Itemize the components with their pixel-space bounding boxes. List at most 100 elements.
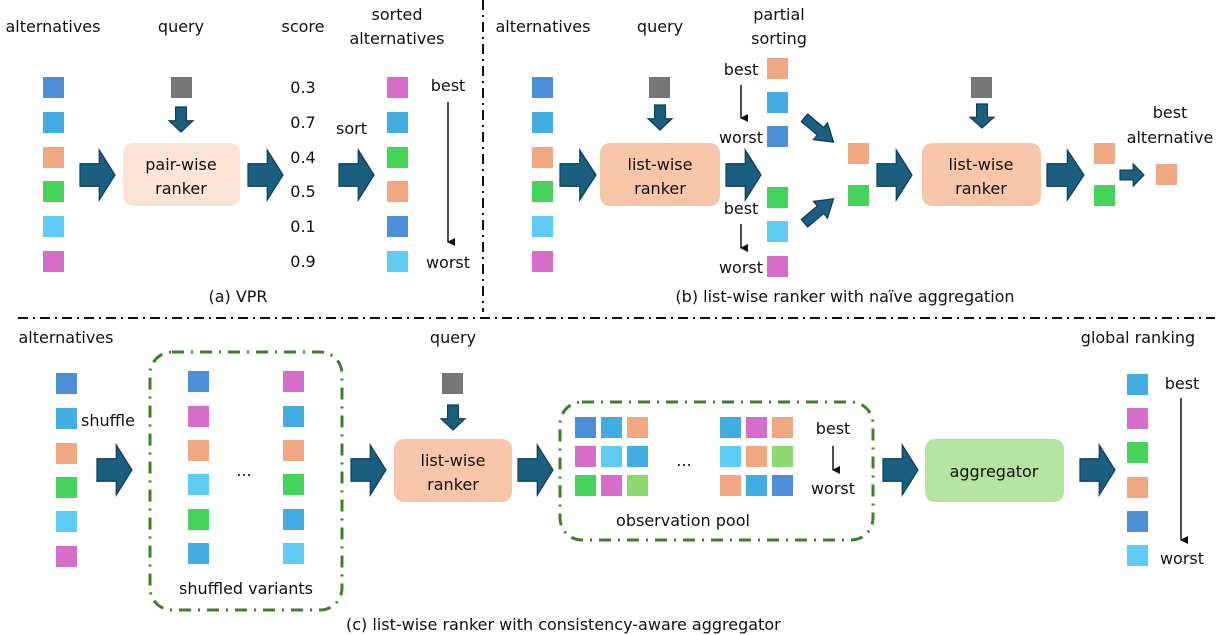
flow-arrow-icon bbox=[559, 147, 597, 203]
partial-sorted-square bbox=[767, 256, 788, 277]
observation-square bbox=[746, 475, 767, 496]
observation-pool-label: observation pool bbox=[616, 511, 750, 530]
aggregator-label: aggregator bbox=[950, 462, 1039, 481]
score-value: 0.3 bbox=[290, 78, 315, 97]
alternative-square bbox=[532, 216, 553, 237]
worst-label-bottom: worst bbox=[719, 258, 763, 277]
pool-ellipsis: ... bbox=[676, 451, 691, 470]
flow-arrow-icon bbox=[882, 442, 919, 498]
flow-arrow-icon bbox=[800, 113, 835, 143]
variant-square bbox=[188, 440, 209, 461]
alternative-square bbox=[532, 181, 553, 202]
alternative-square bbox=[56, 373, 77, 394]
variant-square bbox=[283, 406, 304, 427]
flow-arrow-icon bbox=[968, 103, 996, 129]
global-ranking-square bbox=[1127, 511, 1148, 532]
panel-a: alternatives query score sorted alternat… bbox=[6, 5, 471, 306]
shuffle-label: shuffle bbox=[81, 411, 135, 430]
panel-c: alternatives shuffle ... shuffled varian… bbox=[19, 328, 1205, 634]
best-label: best bbox=[431, 76, 466, 95]
aggregator-box bbox=[925, 439, 1064, 502]
caption-a: (a) VPR bbox=[208, 287, 267, 306]
observation-square bbox=[575, 417, 596, 438]
score-value: 0.9 bbox=[290, 252, 315, 271]
partial-sorted-square bbox=[767, 58, 788, 79]
partial-sorted-square bbox=[767, 221, 788, 242]
query-square bbox=[649, 77, 670, 98]
item-squares bbox=[43, 58, 1177, 567]
score-label: score bbox=[282, 17, 325, 36]
global-ranking-label: global ranking bbox=[1081, 328, 1195, 347]
caption-c: (c) list-wise ranker with consistency-aw… bbox=[346, 615, 781, 634]
flow-arrow-icon bbox=[96, 442, 133, 498]
observation-square bbox=[601, 446, 622, 467]
panel-b: alternatives query partial sorting list-… bbox=[496, 5, 1214, 306]
flow-arrow-icon bbox=[1079, 442, 1116, 498]
pool-worst-label: worst bbox=[811, 479, 855, 498]
alternative-square bbox=[43, 251, 64, 272]
best-alternative-label-2: alternative bbox=[1127, 128, 1214, 147]
sorted-alternative-square bbox=[387, 216, 408, 237]
observation-square bbox=[772, 446, 793, 467]
score-value: 0.1 bbox=[290, 217, 315, 236]
flow-arrow-icon bbox=[1119, 162, 1145, 188]
sorted-alternative-square bbox=[387, 112, 408, 133]
partial-sorting-label: partial bbox=[753, 5, 805, 24]
global-ranking-square bbox=[1127, 545, 1148, 566]
observation-square bbox=[627, 446, 648, 467]
sort-label: sort bbox=[336, 119, 367, 138]
flow-arrow-icon bbox=[517, 442, 554, 498]
variant-square bbox=[283, 371, 304, 392]
alternative-square bbox=[56, 546, 77, 567]
shuffled-variants-group bbox=[148, 350, 344, 612]
pairwise-ranker-label: pair-wise bbox=[145, 155, 216, 174]
observation-square bbox=[720, 446, 741, 467]
alternatives-label: alternatives bbox=[6, 17, 101, 36]
alternative-square bbox=[43, 181, 64, 202]
ranker-output-square bbox=[1094, 143, 1115, 164]
global-ranking-square bbox=[1127, 374, 1148, 395]
observation-square bbox=[575, 446, 596, 467]
pairwise-ranker-box bbox=[123, 143, 240, 206]
observation-square bbox=[601, 417, 622, 438]
listwise-ranker-label: list-wise bbox=[421, 451, 486, 470]
observation-square bbox=[575, 475, 596, 496]
alternative-square bbox=[56, 408, 77, 429]
alternative-square bbox=[43, 77, 64, 98]
best-alternative-square bbox=[1156, 164, 1177, 185]
alternative-square bbox=[532, 147, 553, 168]
alternative-square bbox=[56, 443, 77, 464]
observation-square bbox=[627, 417, 648, 438]
partial-sorted-square bbox=[767, 92, 788, 113]
observation-square bbox=[601, 475, 622, 496]
flow-arrow-icon bbox=[876, 147, 913, 203]
listwise-ranker-label-2: ranker bbox=[427, 475, 479, 494]
flow-arrow-icon bbox=[1046, 148, 1085, 202]
variant-square bbox=[283, 474, 304, 495]
partial-sorting-label-2: sorting bbox=[751, 29, 807, 48]
observation-square bbox=[772, 417, 793, 438]
observation-square bbox=[720, 417, 741, 438]
observation-square bbox=[746, 446, 767, 467]
alternative-square bbox=[43, 147, 64, 168]
worst-label-top: worst bbox=[719, 128, 763, 147]
observation-square bbox=[720, 475, 741, 496]
shuffled-variants-label: shuffled variants bbox=[179, 579, 313, 598]
merged-square bbox=[848, 185, 869, 206]
pairwise-ranker-label-2: ranker bbox=[155, 179, 207, 198]
flow-arrow-icon bbox=[167, 106, 195, 133]
variant-square bbox=[188, 509, 209, 530]
global-ranking-square bbox=[1127, 442, 1148, 463]
caption-b: (b) list-wise ranker with naïve aggregat… bbox=[675, 287, 1014, 306]
alternative-square bbox=[532, 251, 553, 272]
observation-square bbox=[627, 475, 648, 496]
best-label-bottom: best bbox=[724, 199, 759, 218]
variants-ellipsis: ... bbox=[236, 461, 251, 480]
flow-arrow-icon bbox=[439, 404, 467, 431]
alternative-square bbox=[532, 77, 553, 98]
partial-sorted-square bbox=[767, 126, 788, 147]
alternative-square bbox=[56, 477, 77, 498]
listwise-ranker-2-label-2: ranker bbox=[955, 179, 1007, 198]
observation-square bbox=[746, 417, 767, 438]
